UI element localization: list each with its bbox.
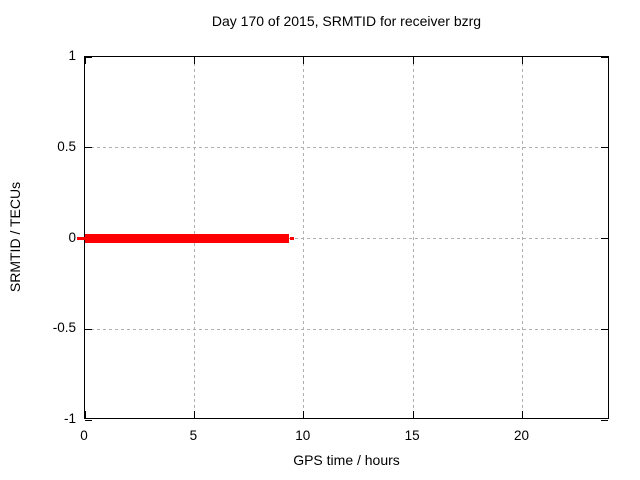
series-line-segment xyxy=(76,237,87,240)
x-tick-bottom xyxy=(522,411,523,418)
x-tick-bottom xyxy=(303,411,305,418)
x-tick-label: 5 xyxy=(189,428,198,443)
x-gridline xyxy=(522,57,523,418)
y-tick-label: -1 xyxy=(63,411,76,426)
y-tick-label: -0.5 xyxy=(52,320,76,336)
x-tick-top xyxy=(522,57,523,64)
y-tick-right xyxy=(601,56,608,58)
x-tick-top xyxy=(303,57,305,64)
x-tick-label: 10 xyxy=(295,428,311,443)
x-gridline xyxy=(303,57,305,418)
x-tick-bottom xyxy=(193,411,195,418)
y-tick-right xyxy=(601,147,608,149)
x-tick-top xyxy=(84,57,86,64)
x-axis-label: GPS time / hours xyxy=(293,452,400,468)
y-gridline xyxy=(85,147,608,149)
chart-title: Day 170 of 2015, SRMTID for receiver bzr… xyxy=(211,13,482,29)
y-tick-left xyxy=(85,147,92,149)
plot-area xyxy=(76,56,609,421)
x-tick-top xyxy=(412,57,414,64)
y-tick-right xyxy=(601,328,608,330)
x-tick-label: 0 xyxy=(80,428,88,443)
y-tick-label: 0 xyxy=(68,229,76,245)
y-tick-left xyxy=(85,328,92,330)
x-gridline xyxy=(412,57,414,418)
x-tick-label: 20 xyxy=(513,428,530,443)
y-tick-label: 1 xyxy=(68,48,76,63)
x-tick-top xyxy=(193,57,195,64)
series-line-segment xyxy=(85,234,290,243)
series-line-segment xyxy=(289,237,295,240)
y-gridline xyxy=(85,238,608,239)
y-tick-left xyxy=(85,419,92,421)
y-gridline xyxy=(85,328,608,330)
x-tick-label: 15 xyxy=(404,428,420,443)
y-tick-left xyxy=(85,56,92,58)
x-tick-bottom xyxy=(84,411,86,418)
x-tick-bottom xyxy=(412,411,414,418)
y-tick-right xyxy=(601,419,608,421)
y-tick-label: 0.5 xyxy=(57,138,76,154)
y-tick-right xyxy=(601,238,608,239)
